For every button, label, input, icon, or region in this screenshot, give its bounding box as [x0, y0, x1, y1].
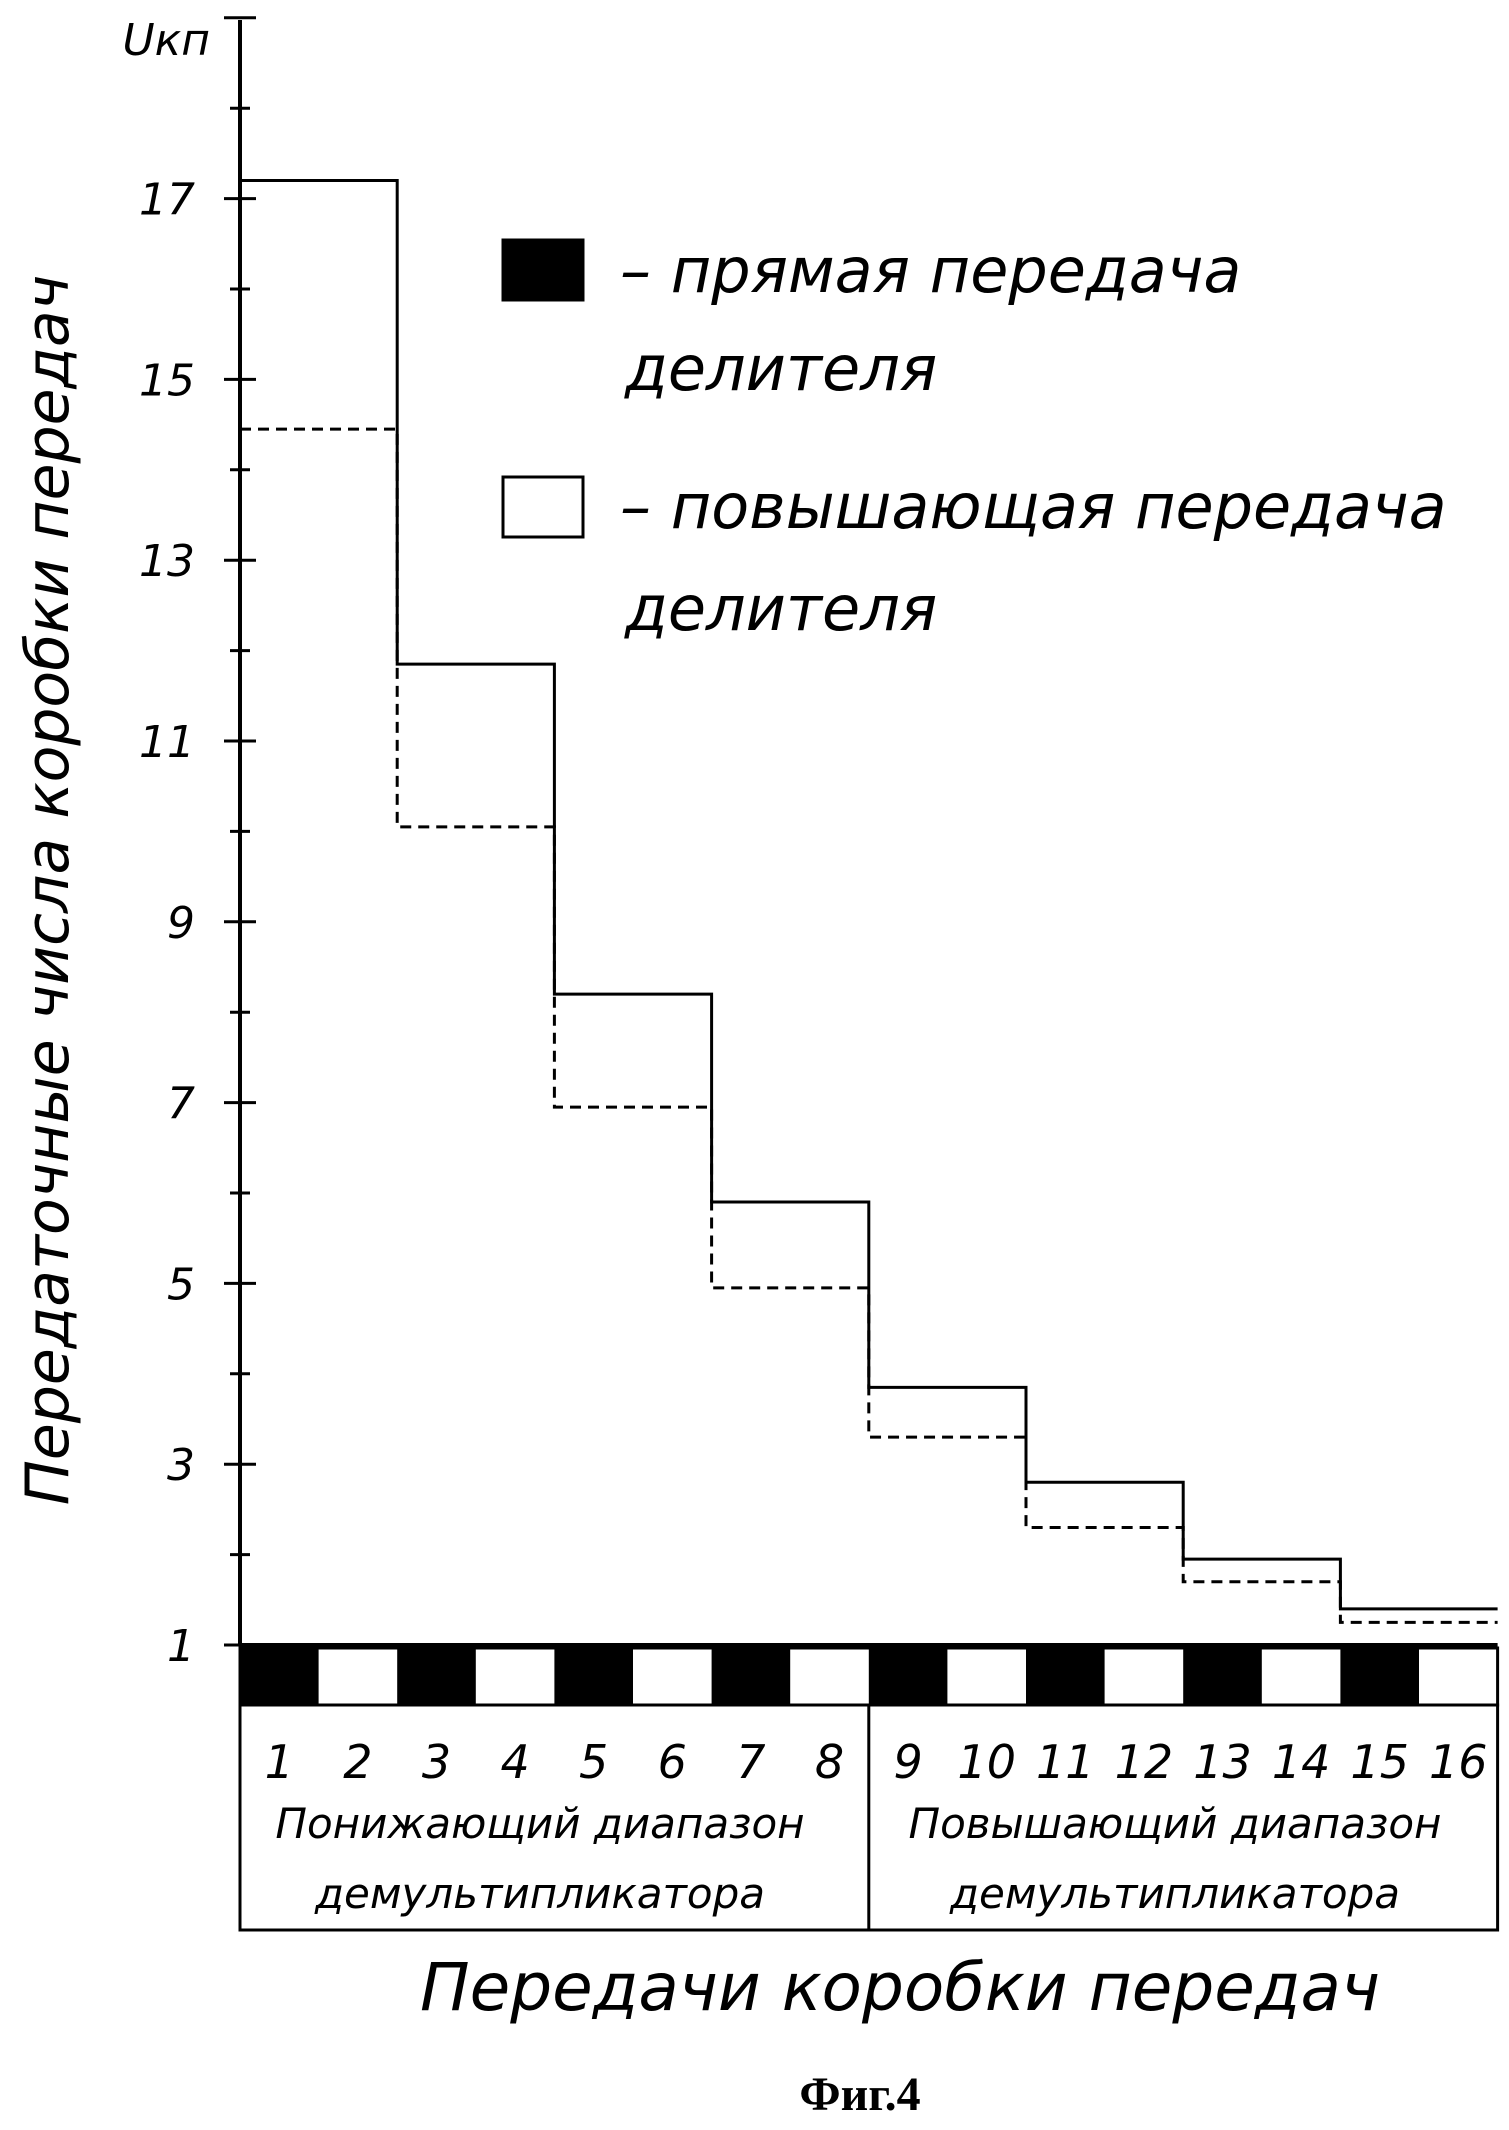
x-tick-label: 6 — [658, 1735, 687, 1789]
strip-cell-empty — [953, 1654, 1020, 1701]
x-tick-label: 7 — [736, 1735, 765, 1789]
series-layer — [240, 179, 1498, 1624]
legend-item-2-line1: – повышающая передача — [620, 470, 1447, 543]
gear-strip — [238, 1643, 1500, 1932]
x-tick-label: 12 — [1115, 1735, 1174, 1789]
strip-cell-filled — [711, 1648, 791, 1705]
strip-cell-filled — [1183, 1648, 1262, 1705]
x-axis-title: Передачи коробки передач — [420, 1949, 1380, 2026]
axes-layer: 17 15 13 11 9 7 5 3 1 — [139, 16, 256, 1672]
strip-cell-empty — [1110, 1654, 1178, 1701]
legend-swatch-empty — [501, 475, 585, 539]
x-tick-label: 13 — [1193, 1735, 1252, 1789]
x-tick-label: 1 — [265, 1735, 294, 1789]
strip-cell-empty — [324, 1654, 392, 1701]
y-tick-label: 9 — [167, 898, 195, 949]
labels-layer: Uкп Передаточные числа коробки передач П… — [13, 15, 1488, 2121]
figure-label: Фиг.4 — [799, 2068, 920, 2121]
legend-item-2-line2: делителя — [624, 572, 937, 645]
range-group-1-label-line1: Понижающий диапазон — [275, 1799, 804, 1848]
series-line-dashed — [240, 427, 1498, 1624]
strip-cell-filled — [397, 1648, 476, 1705]
x-tick-label: 9 — [893, 1735, 922, 1789]
x-tick-label: 2 — [343, 1735, 372, 1789]
strip-cell-filled — [1026, 1648, 1105, 1705]
x-tick-label: 10 — [957, 1735, 1016, 1789]
strip-cell-empty — [639, 1654, 706, 1701]
y-axis-unit-label: Uкп — [122, 15, 210, 66]
y-tick-label: 15 — [139, 355, 195, 406]
strip-cell-filled — [240, 1648, 319, 1705]
y-tick-label: 1 — [167, 1621, 195, 1672]
strip-cell-empty — [1425, 1654, 1492, 1701]
y-tick-label: 3 — [167, 1440, 195, 1491]
strip-cell-empty — [1267, 1654, 1335, 1701]
strip-cell-empty — [796, 1654, 863, 1701]
legend-item-1-line2: делителя — [624, 332, 937, 405]
x-tick-label: 5 — [579, 1735, 608, 1789]
strip-cell-filled — [1340, 1648, 1419, 1705]
strip-cell-empty — [481, 1654, 549, 1701]
range-group-1-label-line2: демультипликатора — [314, 1869, 765, 1918]
x-tick-label: 8 — [815, 1735, 844, 1789]
x-tick-label: 11 — [1036, 1735, 1095, 1789]
y-tick-label: 7 — [167, 1079, 195, 1130]
range-group-2-label-line2: демультипликатора — [949, 1869, 1400, 1918]
legend-swatch-filled — [501, 238, 585, 302]
strip-cell-filled — [868, 1648, 948, 1705]
y-tick-label: 5 — [167, 1259, 195, 1310]
x-tick-label: 16 — [1429, 1735, 1488, 1789]
x-tick-label: 14 — [1272, 1735, 1331, 1789]
y-tick-label: 17 — [139, 175, 195, 226]
y-tick-label: 13 — [139, 536, 195, 587]
x-tick-label: 4 — [500, 1735, 529, 1789]
x-tick-label: 3 — [422, 1735, 451, 1789]
legend-item-1-line1: – прямая передача — [620, 234, 1241, 307]
x-tick-label: 15 — [1350, 1735, 1409, 1789]
strip-cell-filled — [554, 1648, 633, 1705]
range-group-2-label-line1: Повышающий диапазон — [909, 1799, 1442, 1848]
y-axis-title: Передаточные числа коробки передач — [13, 275, 83, 1506]
y-tick-label: 11 — [139, 717, 195, 768]
